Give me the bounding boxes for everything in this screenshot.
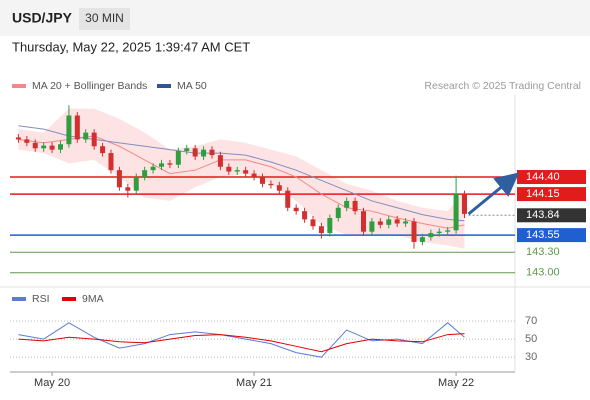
candle-body xyxy=(369,221,375,232)
candle-body xyxy=(251,173,257,178)
legend-swatch xyxy=(62,297,76,301)
candle-body xyxy=(234,170,240,172)
candle-body xyxy=(361,211,366,232)
series-line xyxy=(18,333,465,353)
candle-body xyxy=(66,115,72,145)
candle-body xyxy=(116,170,122,188)
credit: Research © 2025 Trading Central xyxy=(424,80,581,92)
interval[interactable]: 30 MIN xyxy=(85,11,124,25)
candle-body xyxy=(41,145,47,149)
candle-body xyxy=(302,211,308,220)
candle-body xyxy=(445,230,451,232)
level-label-box xyxy=(517,170,586,185)
candle-body xyxy=(192,148,198,157)
y-tick-label: 30 xyxy=(525,351,537,363)
candle-body xyxy=(150,166,156,171)
legend-label: MA 50 xyxy=(177,80,207,92)
candle-body xyxy=(243,170,249,174)
candle-body xyxy=(167,163,173,165)
candle-body xyxy=(436,231,442,234)
level-label-box xyxy=(517,187,586,202)
candle-body xyxy=(125,187,131,191)
legend-label: RSI xyxy=(32,293,50,305)
level-label: 143.30 xyxy=(526,246,560,258)
x-tick-label: May 20 xyxy=(34,377,70,389)
candle-body xyxy=(49,145,55,150)
level-label: 144.15 xyxy=(526,188,560,200)
candle-body xyxy=(217,155,223,167)
legend-swatch xyxy=(157,84,171,88)
candle-body xyxy=(142,170,148,178)
candle-body xyxy=(462,194,467,214)
candle-body xyxy=(453,194,459,231)
candle-body xyxy=(83,132,89,140)
candle-body xyxy=(133,177,139,191)
candle-body xyxy=(159,163,164,167)
legend-swatch xyxy=(12,84,26,88)
interval-box[interactable] xyxy=(79,8,130,30)
candle-body xyxy=(260,177,265,184)
x-tick-label: May 21 xyxy=(236,377,272,389)
series-line xyxy=(18,322,465,358)
candle-body xyxy=(268,183,274,186)
candle-body xyxy=(285,190,291,208)
timestamp: Thursday, May 22, 2025 1:39:47 AM CET xyxy=(12,39,250,54)
candle-body xyxy=(352,200,358,212)
candle-body xyxy=(276,185,282,191)
symbol: USD/JPY xyxy=(12,10,73,26)
candle-body xyxy=(184,148,190,152)
legend-label: MA 20 + Bollinger Bands xyxy=(32,80,147,92)
candle-body xyxy=(226,166,232,172)
bollinger-band xyxy=(18,108,465,249)
candle-body xyxy=(15,137,21,140)
level-label: 143.84 xyxy=(526,209,560,221)
y-tick-label: 50 xyxy=(525,333,537,345)
candle-body xyxy=(327,218,333,234)
level-label-box xyxy=(517,208,586,223)
y-tick-label: 70 xyxy=(525,315,537,327)
candle-body xyxy=(411,221,417,242)
level-label: 143.55 xyxy=(526,229,560,241)
candle-body xyxy=(293,207,299,212)
candle-body xyxy=(32,142,38,149)
level-label-box xyxy=(517,228,586,243)
forecast-arrow xyxy=(467,172,520,216)
candle-body xyxy=(100,146,106,154)
candle-body xyxy=(175,151,181,165)
candle-body xyxy=(377,221,383,225)
legend-swatch xyxy=(12,297,26,301)
candle-body xyxy=(310,219,316,227)
candle-body xyxy=(344,200,350,208)
x-tick-label: May 22 xyxy=(438,377,474,389)
candle-body xyxy=(335,207,341,219)
candle-body xyxy=(394,219,400,224)
candle-body xyxy=(108,153,114,171)
candle-body xyxy=(74,115,80,140)
candle-body xyxy=(209,149,215,156)
candle-body xyxy=(403,221,409,224)
candle-body xyxy=(428,233,434,238)
legend-label: 9MA xyxy=(82,293,104,305)
candle-body xyxy=(91,132,97,147)
candle-body xyxy=(24,139,30,143)
candle-body xyxy=(201,149,207,157)
candle-body xyxy=(58,144,63,150)
candle-body xyxy=(386,219,392,225)
candle-body xyxy=(318,226,324,234)
level-label: 144.40 xyxy=(526,171,560,183)
candle-body xyxy=(419,237,425,242)
level-label: 143.00 xyxy=(526,267,560,279)
